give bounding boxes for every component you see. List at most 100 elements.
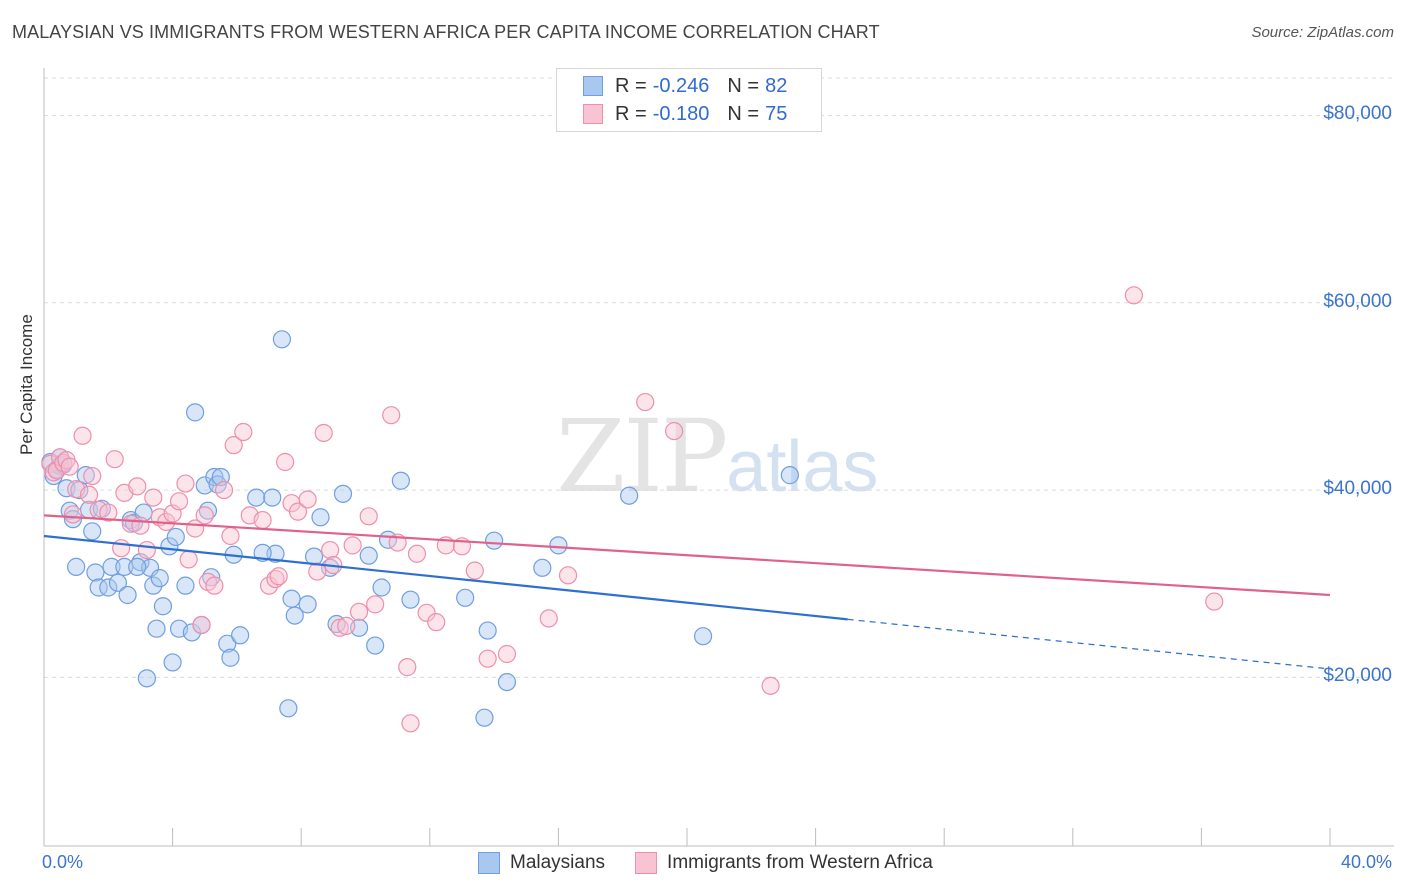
point-malaysians — [76, 466, 95, 485]
point-immigrants — [337, 616, 356, 636]
point-malaysians — [67, 557, 86, 576]
point-immigrants — [349, 602, 369, 621]
trend-line-immigrants — [43, 514, 1331, 597]
point-immigrants — [407, 544, 427, 563]
point-malaysians — [108, 573, 128, 592]
legend-item-malaysians[interactable]: Malaysians — [478, 852, 605, 874]
y-tick-label: $40,000 — [1323, 478, 1392, 500]
point-immigrants — [128, 477, 147, 496]
chart-title: MALAYSIAN VS IMMIGRANTS FROM WESTERN AFR… — [12, 22, 880, 42]
point-malaysians — [279, 699, 298, 718]
axes — [43, 68, 1394, 847]
legend-swatch-malaysians — [478, 852, 500, 874]
point-immigrants — [224, 436, 243, 455]
point-malaysians — [253, 543, 272, 562]
point-immigrants — [636, 392, 655, 412]
point-immigrants — [665, 421, 684, 441]
point-malaysians — [63, 510, 83, 529]
point-immigrants — [314, 423, 333, 443]
point-malaysians — [150, 569, 169, 588]
point-malaysians — [102, 557, 121, 576]
point-malaysians — [153, 597, 173, 616]
point-malaysians — [221, 648, 240, 667]
point-malaysians — [99, 578, 118, 597]
point-immigrants — [497, 644, 517, 664]
point-malaysians — [218, 634, 237, 653]
point-immigrants — [44, 463, 63, 482]
point-immigrants — [761, 676, 780, 695]
legend-item-immigrants[interactable]: Immigrants from Western Africa — [635, 852, 933, 874]
point-malaysians — [391, 471, 410, 490]
point-immigrants — [266, 569, 285, 589]
point-malaysians — [372, 578, 391, 597]
point-immigrants — [144, 488, 163, 507]
point-immigrants — [234, 422, 253, 442]
legend-n-label: N = — [727, 102, 760, 125]
point-immigrants — [465, 561, 484, 580]
legend-n-value: 75 — [765, 102, 788, 125]
watermark: ZIPatlas — [556, 398, 878, 515]
watermark-atlas: atlas — [726, 427, 879, 507]
point-immigrants — [308, 562, 327, 581]
watermark-zip: ZIP — [556, 398, 728, 515]
legend-r-label: R = — [615, 74, 647, 97]
point-immigrants — [343, 536, 362, 555]
point-malaysians — [247, 488, 266, 507]
point-immigrants — [99, 503, 118, 522]
point-malaysians — [176, 576, 195, 595]
point-immigrants — [276, 452, 295, 472]
point-immigrants — [539, 609, 558, 628]
point-immigrants — [417, 603, 436, 622]
point-malaysians — [533, 558, 552, 577]
point-malaysians — [144, 576, 163, 595]
point-malaysians — [186, 403, 205, 422]
point-immigrants — [79, 485, 99, 504]
legend-label-immigrants: Immigrants from Western Africa — [667, 852, 933, 873]
point-malaysians — [160, 537, 179, 556]
point-malaysians — [620, 486, 639, 505]
legend-r-label: R = — [615, 102, 647, 125]
trend-lines — [43, 514, 1331, 670]
point-immigrants — [192, 615, 211, 635]
x-tick-label-min: 0.0% — [42, 852, 84, 872]
point-immigrants — [214, 480, 234, 500]
point-malaysians — [780, 466, 799, 485]
series-legend: Malaysians Immigrants from Western Afric… — [478, 852, 963, 874]
point-malaysians — [128, 557, 147, 576]
source-label: Source: ZipAtlas.com — [1251, 24, 1394, 41]
point-immigrants — [73, 426, 92, 445]
point-immigrants — [221, 526, 240, 546]
y-tick-label: $80,000 — [1323, 103, 1392, 125]
point-malaysians — [266, 544, 285, 563]
point-malaysians — [231, 626, 250, 645]
legend-swatch-malaysians — [583, 76, 603, 96]
point-malaysians — [478, 621, 497, 640]
y-axis-title: Per Capita Income — [17, 314, 36, 455]
point-immigrants — [176, 474, 195, 493]
point-immigrants — [83, 466, 102, 486]
y-tick-label: $60,000 — [1323, 290, 1392, 312]
point-immigrants — [253, 510, 272, 530]
legend-swatch-immigrants — [583, 104, 603, 124]
point-malaysians — [693, 627, 713, 646]
point-immigrants — [269, 567, 288, 586]
point-malaysians — [272, 330, 292, 349]
legend-swatch-immigrants — [635, 852, 658, 874]
point-malaysians — [475, 708, 494, 727]
point-immigrants — [401, 714, 420, 733]
point-immigrants — [478, 649, 497, 668]
point-immigrants — [288, 502, 308, 521]
legend-row-malaysians: R = -0.246 N = 82 — [583, 73, 787, 99]
point-malaysians — [166, 527, 185, 547]
point-malaysians — [366, 636, 385, 655]
point-immigrants — [112, 539, 131, 558]
point-immigrants — [179, 550, 198, 569]
point-immigrants — [359, 507, 378, 526]
point-malaysians — [83, 522, 102, 541]
point-immigrants — [1124, 286, 1143, 305]
point-immigrants — [558, 566, 578, 585]
point-immigrants — [60, 457, 79, 476]
point-immigrants — [259, 576, 279, 595]
point-immigrants — [1205, 592, 1224, 611]
